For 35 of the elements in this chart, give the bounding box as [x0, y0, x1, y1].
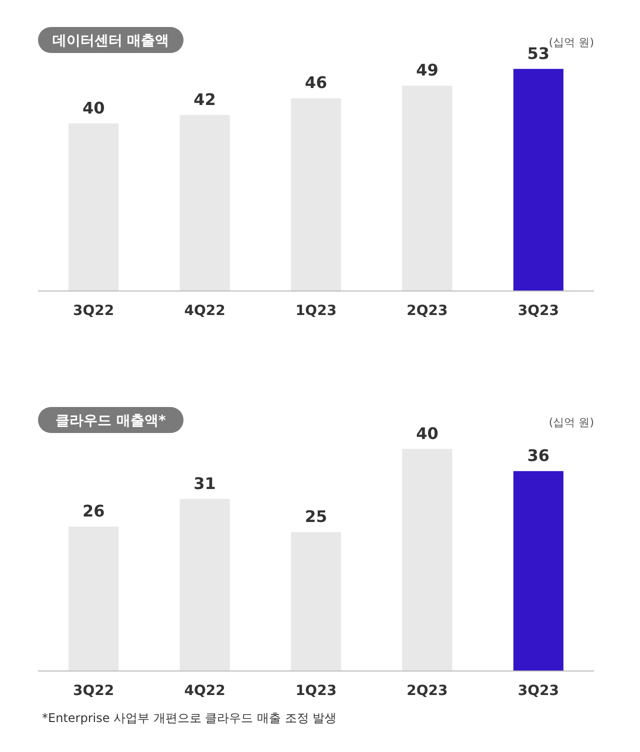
data-label: 40 — [416, 424, 438, 443]
bar — [290, 532, 342, 671]
data-label: 31 — [194, 474, 216, 493]
x-tick-label: 3Q23 — [518, 683, 559, 699]
bar — [290, 98, 342, 291]
data-label: 49 — [416, 60, 438, 80]
chart-title: 클라우드 매출액* — [56, 413, 167, 429]
x-tick-label: 2Q23 — [406, 683, 448, 699]
data-label: 25 — [304, 507, 328, 526]
x-tick-label: 4Q22 — [184, 683, 226, 699]
bar — [402, 86, 452, 291]
data-label: 36 — [527, 446, 550, 466]
data-label: 26 — [82, 502, 105, 521]
bar — [68, 123, 119, 291]
x-tick-label: 3Q23 — [518, 303, 559, 319]
bar — [513, 68, 564, 291]
bar — [68, 526, 119, 671]
bar — [180, 498, 230, 671]
x-tick-label: 2Q23 — [406, 303, 448, 319]
x-tick-label: 3Q22 — [73, 683, 114, 699]
x-tick-label: 3Q22 — [73, 303, 114, 319]
data-label: 40 — [82, 98, 105, 118]
chart-subtitle: (십억 원) — [548, 36, 594, 49]
bar — [402, 448, 452, 671]
bar — [513, 471, 564, 671]
x-tick-label: 1Q23 — [295, 683, 337, 699]
data-label: 53 — [527, 44, 550, 63]
data-label: 42 — [194, 90, 216, 109]
text: *Enterprise 사업부 개편으로 클라우드 매출 조정 발생 — [42, 711, 337, 725]
bar — [180, 114, 230, 291]
data-label: 46 — [304, 73, 328, 92]
x-tick-label: 4Q22 — [184, 303, 226, 319]
x-tick-label: 1Q23 — [295, 303, 337, 319]
chart-subtitle: (십억 원) — [548, 416, 594, 429]
chart-title: 데이터센터 매출액 — [52, 33, 170, 49]
